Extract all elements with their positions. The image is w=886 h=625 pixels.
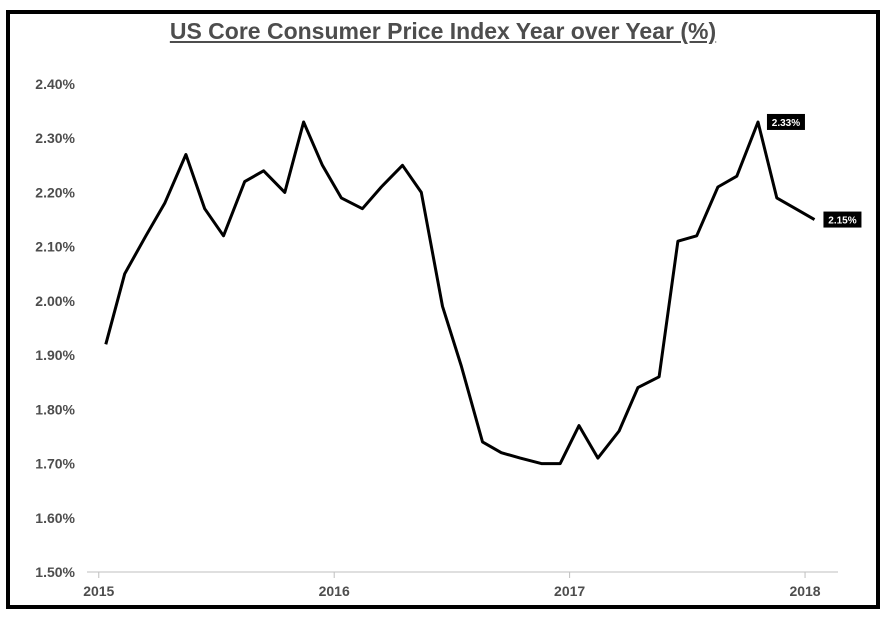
y-tick-label: 1.90% <box>35 347 75 363</box>
y-axis-ticks: 1.50% 1.60% 1.70% 1.80% 1.90% 2.00% 2.10% 2.20%… <box>35 76 75 580</box>
y-tick-label: 2.40% <box>35 76 75 92</box>
chart-title: US Core Consumer Price Index Year over Y… <box>169 18 717 44</box>
x-tick-label: 2016 <box>319 583 350 599</box>
data-label: 2.33% <box>772 118 800 129</box>
y-tick-label: 2.00% <box>35 293 75 309</box>
data-labels: 2.33% 2.15% <box>766 113 862 228</box>
y-tick-label: 1.50% <box>35 564 75 580</box>
y-tick-label: 1.60% <box>35 510 75 526</box>
x-axis-ticks: 2015 2016 2017 2018 <box>83 572 821 599</box>
y-tick-label: 1.70% <box>35 456 75 472</box>
x-tick-label: 2017 <box>554 583 585 599</box>
y-tick-label: 2.20% <box>35 184 75 200</box>
data-label-box <box>823 211 862 228</box>
y-tick-label: 1.80% <box>35 401 75 417</box>
x-tick-label: 2018 <box>789 583 820 599</box>
y-tick-label: 2.10% <box>35 239 75 255</box>
y-tick-label: 2.30% <box>35 130 75 146</box>
x-tick-label: 2015 <box>83 583 114 599</box>
data-label-box <box>766 113 805 130</box>
data-label: 2.15% <box>828 216 856 227</box>
series-line <box>104 120 816 466</box>
